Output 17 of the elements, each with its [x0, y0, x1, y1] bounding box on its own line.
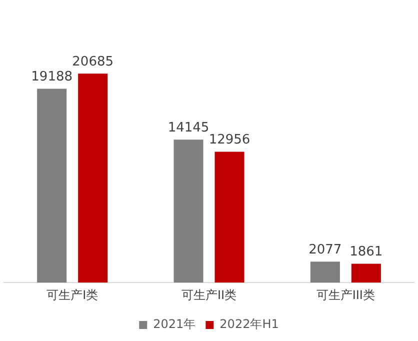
bar [78, 74, 108, 283]
x-tick-label: 可生产II类 [181, 288, 237, 302]
bar [37, 88, 67, 283]
data-label: 20685 [72, 54, 114, 70]
bar [174, 140, 204, 283]
data-label: 14145 [168, 120, 210, 136]
bar [214, 152, 244, 283]
legend-label: 2022年H1 [220, 317, 279, 332]
data-label: 2077 [308, 242, 342, 258]
bar [310, 262, 340, 283]
data-label: 12956 [208, 132, 250, 148]
legend-label: 2021年 [153, 317, 196, 332]
data-label: 19188 [31, 70, 73, 85]
x-tick-label: 可生产III类 [316, 288, 375, 302]
bar [351, 264, 381, 283]
data-label: 1861 [350, 244, 383, 260]
x-tick-label: 可生产I类 [46, 288, 98, 302]
